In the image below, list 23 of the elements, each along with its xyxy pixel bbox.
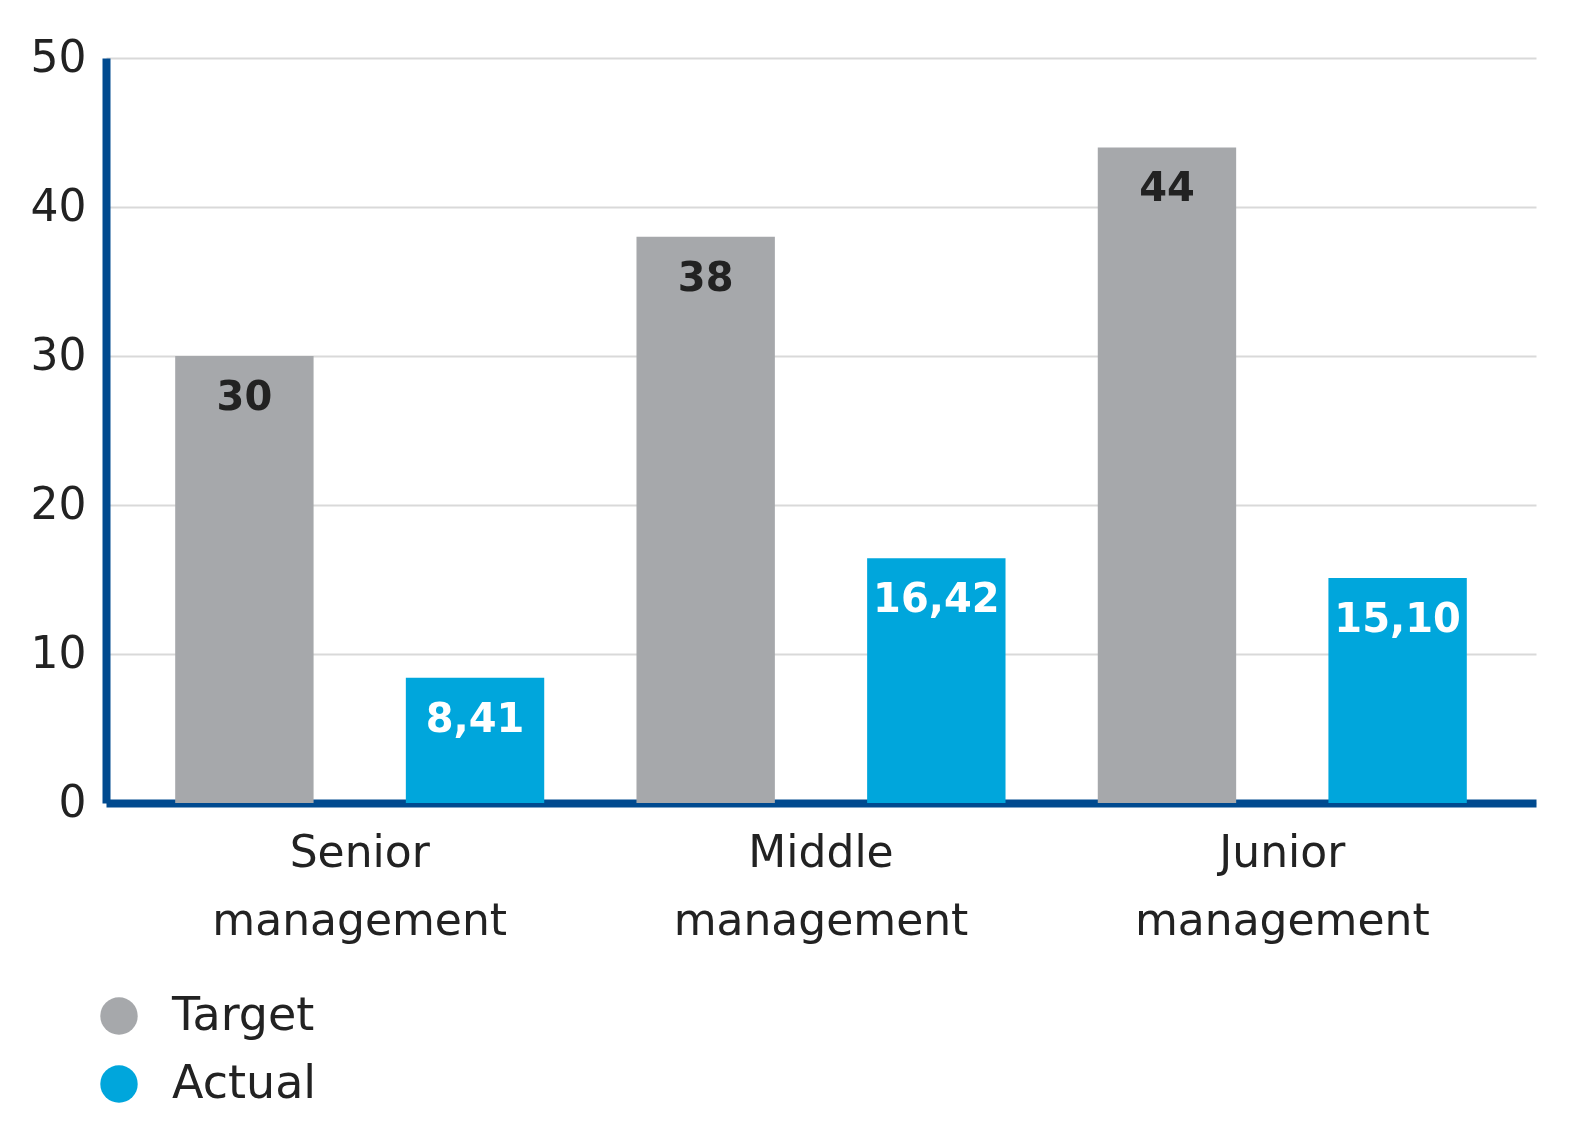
- data-label: 15,10: [1334, 595, 1461, 642]
- data-label: 44: [1139, 164, 1195, 211]
- legend-label: Actual: [172, 1055, 317, 1109]
- x-tick-label: Junior management: [1134, 825, 1430, 945]
- data-label: 38: [677, 253, 734, 300]
- bar: [1097, 147, 1237, 803]
- x-tick-label: Middle management: [673, 825, 969, 945]
- bar: [636, 236, 775, 803]
- y-tick-label: 20: [30, 477, 87, 529]
- y-tick-label: 50: [30, 30, 87, 82]
- data-label: 16,42: [873, 575, 1000, 622]
- legend-label: Target: [171, 987, 315, 1041]
- y-tick-label: 30: [30, 328, 87, 380]
- bar: [867, 558, 1006, 803]
- x-tick-label: Senior management: [212, 825, 508, 945]
- y-tick-label: 40: [30, 179, 87, 231]
- bar: [405, 677, 545, 803]
- bar: [175, 356, 314, 803]
- data-label: 30: [216, 373, 273, 419]
- data-label: 8,41: [425, 694, 525, 741]
- y-tick-label: 10: [30, 626, 87, 678]
- y-tick-label: 0: [58, 775, 87, 827]
- bar: [1328, 578, 1467, 803]
